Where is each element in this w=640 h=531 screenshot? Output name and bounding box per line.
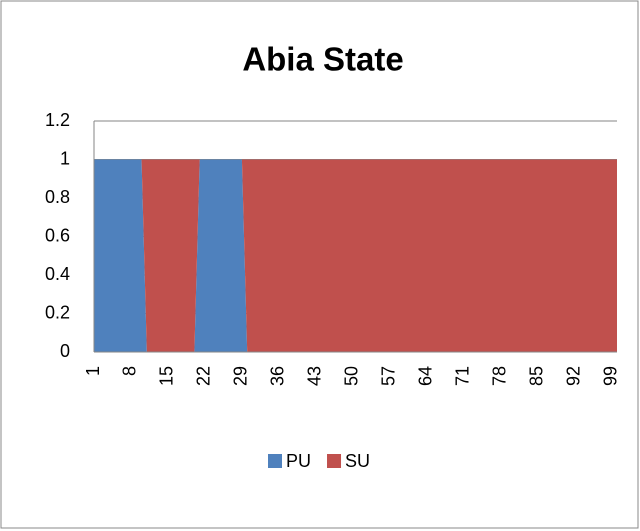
x-tick-label: 36 — [268, 366, 288, 386]
y-tick-label: 1 — [60, 148, 70, 168]
y-tick-label: 0.8 — [45, 187, 70, 207]
y-tick-label: 0.4 — [45, 264, 70, 284]
y-tick-label: 1.2 — [45, 110, 70, 130]
legend-label: PU — [286, 451, 311, 471]
x-tick-label: 78 — [490, 366, 510, 386]
legend-label: SU — [345, 451, 370, 471]
x-tick-label: 22 — [194, 366, 214, 386]
x-tick-label: 64 — [416, 366, 436, 386]
legend-swatch — [327, 454, 342, 468]
area — [94, 159, 617, 352]
x-tick-label: 71 — [453, 366, 473, 386]
x-tick-label: 8 — [120, 366, 140, 376]
x-tick-label: 92 — [563, 366, 583, 386]
x-tick-label: 43 — [305, 366, 325, 386]
x-tick-label: 57 — [379, 366, 399, 386]
x-tick-label: 85 — [527, 366, 547, 386]
y-tick-label: 0 — [60, 341, 70, 361]
y-tick-label: 0.2 — [45, 302, 70, 322]
chart-title: Abia State — [242, 41, 403, 78]
legend-swatch — [268, 454, 282, 468]
x-tick-label: 1 — [83, 366, 103, 376]
x-tick-label: 29 — [231, 366, 251, 386]
y-tick-label: 0.6 — [45, 225, 70, 245]
x-tick-label: 99 — [600, 366, 620, 386]
area — [94, 159, 617, 352]
x-tick-label: 15 — [157, 366, 177, 386]
x-tick-label: 50 — [342, 366, 362, 386]
